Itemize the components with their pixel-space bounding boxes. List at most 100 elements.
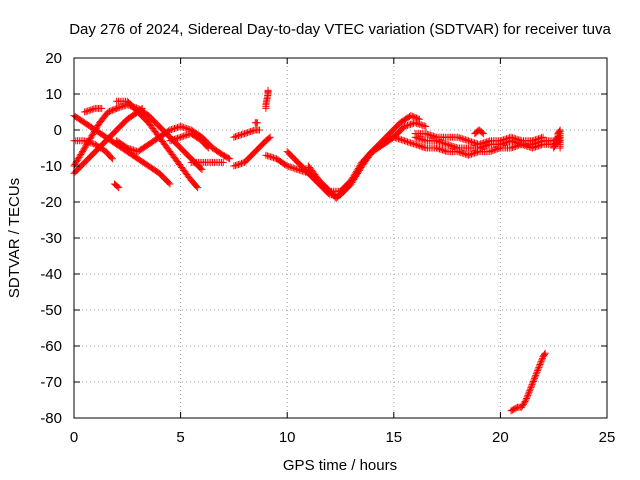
data-point: [419, 121, 427, 129]
data-point: [177, 122, 185, 130]
data-point: [238, 159, 246, 167]
data-point: [394, 135, 402, 143]
data-point: [525, 143, 533, 151]
data-point: [116, 103, 124, 111]
data-point: [533, 368, 541, 376]
data-point: [532, 371, 540, 379]
data-point: [169, 136, 177, 144]
data-point: [538, 141, 546, 149]
data-point: [460, 135, 468, 143]
data-point: [107, 154, 115, 162]
data-point: [484, 141, 492, 149]
data-point: [172, 124, 180, 132]
data-point: [81, 108, 89, 116]
data-point: [519, 141, 527, 149]
data-point: [425, 131, 433, 139]
series-arc-11: [187, 158, 227, 166]
data-point: [172, 135, 180, 143]
data-point: [92, 125, 100, 133]
data-point: [556, 144, 564, 152]
data-point: [226, 155, 234, 163]
data-point: [285, 163, 293, 171]
data-point: [193, 182, 201, 190]
data-point: [535, 362, 543, 370]
data-point: [413, 134, 421, 142]
data-point: [114, 104, 122, 112]
data-point: [526, 387, 534, 395]
data-point: [128, 146, 136, 154]
data-point: [266, 133, 274, 141]
data-point: [98, 104, 106, 112]
data-point: [487, 147, 495, 155]
data-point: [407, 112, 415, 120]
data-point: [265, 152, 273, 160]
data-point: [534, 367, 542, 375]
data-point: [234, 132, 242, 140]
data-point: [288, 164, 296, 172]
data-point: [541, 349, 549, 357]
data-point: [469, 138, 477, 146]
data-point: [204, 144, 212, 152]
data-point: [419, 136, 427, 144]
data-point: [238, 131, 246, 139]
data-point: [464, 151, 472, 159]
data-point: [540, 350, 548, 358]
data-point: [551, 141, 559, 149]
data-point: [533, 142, 541, 150]
data-point: [518, 403, 526, 411]
data-point: [362, 156, 370, 164]
data-point: [422, 122, 430, 130]
data-point: [509, 143, 517, 151]
data-point: [534, 135, 542, 143]
data-point: [236, 131, 244, 139]
data-point: [178, 133, 186, 141]
data-point: [248, 127, 256, 135]
data-point: [178, 123, 186, 131]
data-point: [416, 142, 424, 150]
data-point: [440, 147, 448, 155]
data-point: [457, 149, 465, 157]
data-point: [283, 162, 291, 170]
data-point: [529, 377, 537, 385]
data-point: [165, 127, 173, 135]
data-point: [291, 165, 299, 173]
data-point: [414, 134, 422, 142]
series-arc-10: [166, 130, 212, 152]
data-point: [536, 141, 544, 149]
data-point: [502, 138, 510, 146]
data-point: [423, 130, 431, 138]
y-tick-label: -20: [40, 194, 62, 211]
data-point: [88, 105, 96, 113]
data-point: [501, 139, 509, 147]
data-point: [469, 150, 477, 158]
data-point: [294, 166, 302, 174]
data-point: [408, 112, 416, 120]
data-point: [522, 142, 530, 150]
data-point: [289, 164, 297, 172]
data-point: [402, 122, 410, 130]
data-point: [458, 149, 466, 157]
data-point: [417, 135, 425, 143]
data-point: [82, 137, 90, 145]
x-tick-label: 20: [492, 429, 509, 446]
data-point: [165, 179, 173, 187]
data-point: [76, 152, 84, 160]
data-point: [531, 143, 539, 151]
data-point: [177, 133, 185, 141]
data-point: [88, 132, 96, 140]
data-point: [224, 154, 232, 162]
data-point: [481, 142, 489, 150]
data-point: [411, 133, 419, 141]
data-point: [475, 144, 483, 152]
data-point: [355, 166, 363, 174]
data-point: [219, 158, 227, 166]
data-point: [81, 143, 89, 151]
data-point: [113, 104, 121, 112]
data-point: [84, 138, 92, 146]
data-point: [104, 108, 112, 116]
data-point: [446, 141, 454, 149]
data-point: [538, 134, 546, 142]
data-point: [194, 184, 202, 192]
